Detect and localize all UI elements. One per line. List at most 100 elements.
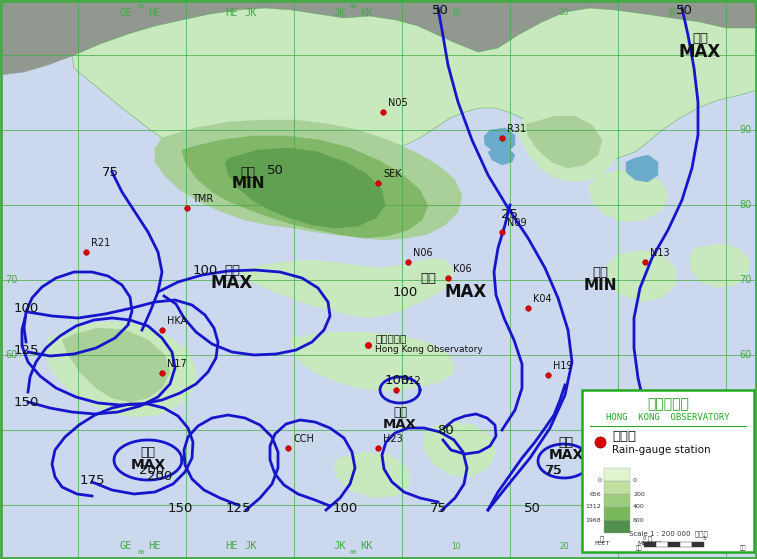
Text: 200: 200	[633, 491, 645, 496]
Text: 00: 00	[138, 550, 145, 555]
Text: 1312: 1312	[585, 505, 601, 509]
Text: 公里: 公里	[740, 545, 746, 551]
Text: 最高: 最高	[224, 263, 240, 277]
Text: 50: 50	[675, 3, 693, 17]
Text: 80: 80	[437, 424, 453, 437]
Text: 100: 100	[14, 301, 39, 315]
Polygon shape	[626, 155, 658, 182]
Text: 90: 90	[740, 125, 752, 135]
Text: 最高: 最高	[141, 447, 155, 459]
Text: KK: KK	[360, 8, 372, 18]
Polygon shape	[488, 148, 515, 165]
Polygon shape	[44, 322, 196, 417]
Text: HKA: HKA	[167, 316, 187, 326]
Text: 00: 00	[350, 4, 357, 9]
Text: 00: 00	[138, 4, 145, 9]
Polygon shape	[606, 250, 676, 302]
Text: 100: 100	[193, 263, 218, 277]
Text: HE: HE	[148, 8, 160, 18]
Text: 10: 10	[451, 8, 461, 17]
Text: 0: 0	[642, 536, 646, 541]
Text: HONG  KONG  OBSERVATORY: HONG KONG OBSERVATORY	[606, 414, 730, 423]
Text: 0: 0	[597, 479, 601, 484]
Text: 60: 60	[5, 350, 17, 360]
Text: MAX: MAX	[548, 448, 584, 462]
Text: 75: 75	[546, 463, 562, 476]
Text: MAX: MAX	[211, 274, 253, 292]
Text: 400: 400	[633, 505, 645, 509]
Polygon shape	[520, 108, 618, 182]
Text: MAX: MAX	[444, 283, 486, 301]
Text: 200: 200	[148, 471, 173, 484]
Text: 0: 0	[633, 479, 637, 484]
Text: 200: 200	[139, 463, 164, 476]
Text: 125: 125	[14, 343, 39, 357]
Bar	[680, 542, 692, 547]
Text: 175: 175	[79, 473, 104, 486]
Text: 50: 50	[431, 3, 448, 17]
Text: N09: N09	[507, 218, 527, 228]
Text: 50: 50	[524, 501, 540, 514]
Text: KK: KK	[360, 541, 372, 551]
Text: 最低: 最低	[241, 165, 256, 178]
Text: MIN: MIN	[231, 177, 265, 192]
Bar	[604, 507, 630, 520]
Text: N05: N05	[388, 98, 408, 108]
Bar	[604, 520, 630, 533]
Text: JK: JK	[244, 541, 257, 551]
Text: Scale 1 : 200 000  比例尺: Scale 1 : 200 000 比例尺	[628, 530, 707, 537]
Bar	[692, 542, 704, 547]
Text: SEK: SEK	[383, 169, 402, 179]
Text: H19: H19	[553, 361, 572, 371]
Text: 10: 10	[451, 542, 461, 551]
Text: FEET: FEET	[594, 541, 609, 546]
Text: 公里: 公里	[635, 545, 642, 551]
Text: Hong Kong Observatory: Hong Kong Observatory	[375, 345, 483, 354]
Text: HE: HE	[148, 541, 160, 551]
Polygon shape	[225, 148, 385, 228]
Text: METRES: METRES	[637, 541, 662, 546]
Text: 80: 80	[740, 200, 752, 210]
Polygon shape	[526, 116, 602, 168]
Polygon shape	[182, 136, 428, 238]
Text: Rain-gauge station: Rain-gauge station	[612, 445, 711, 455]
Polygon shape	[72, 8, 757, 162]
Text: H23: H23	[383, 434, 403, 444]
Bar	[604, 494, 630, 507]
Text: 30: 30	[667, 542, 677, 551]
Text: GE: GE	[120, 8, 132, 18]
Text: 尺: 尺	[600, 535, 604, 542]
Text: GE: GE	[120, 541, 132, 551]
Bar	[604, 481, 630, 494]
Text: 600: 600	[633, 518, 645, 523]
Text: 150: 150	[14, 396, 39, 409]
Polygon shape	[334, 452, 410, 498]
Text: N06: N06	[413, 248, 432, 258]
Text: 656: 656	[590, 491, 601, 496]
Text: JK: JK	[244, 8, 257, 18]
Bar	[656, 542, 668, 547]
Text: MAX: MAX	[679, 43, 721, 61]
Text: 香港天文台: 香港天文台	[375, 333, 407, 343]
Text: 75: 75	[545, 463, 561, 476]
Polygon shape	[0, 0, 757, 75]
Text: 70: 70	[5, 275, 17, 285]
Text: 100: 100	[385, 373, 410, 386]
Text: 香港天文台: 香港天文台	[647, 397, 689, 411]
Polygon shape	[588, 170, 668, 222]
Text: MIN: MIN	[583, 277, 617, 292]
Text: 20: 20	[559, 8, 569, 17]
Text: 125: 125	[226, 501, 251, 514]
Text: 最高: 最高	[559, 435, 574, 448]
Text: 75: 75	[429, 501, 447, 514]
Text: JK: JK	[334, 541, 346, 551]
Text: HE: HE	[226, 541, 238, 551]
Text: MAX: MAX	[130, 458, 166, 472]
Polygon shape	[240, 258, 455, 318]
Text: 最低: 最低	[592, 266, 608, 278]
Text: 1968: 1968	[585, 518, 601, 523]
Text: 最高: 最高	[393, 405, 407, 419]
Text: 最高: 最高	[692, 31, 708, 45]
Text: 30: 30	[667, 8, 677, 17]
Bar	[644, 542, 656, 547]
